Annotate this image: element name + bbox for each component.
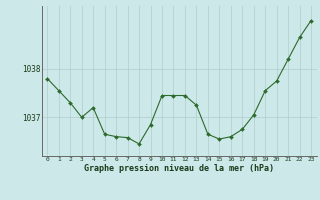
- X-axis label: Graphe pression niveau de la mer (hPa): Graphe pression niveau de la mer (hPa): [84, 164, 274, 173]
